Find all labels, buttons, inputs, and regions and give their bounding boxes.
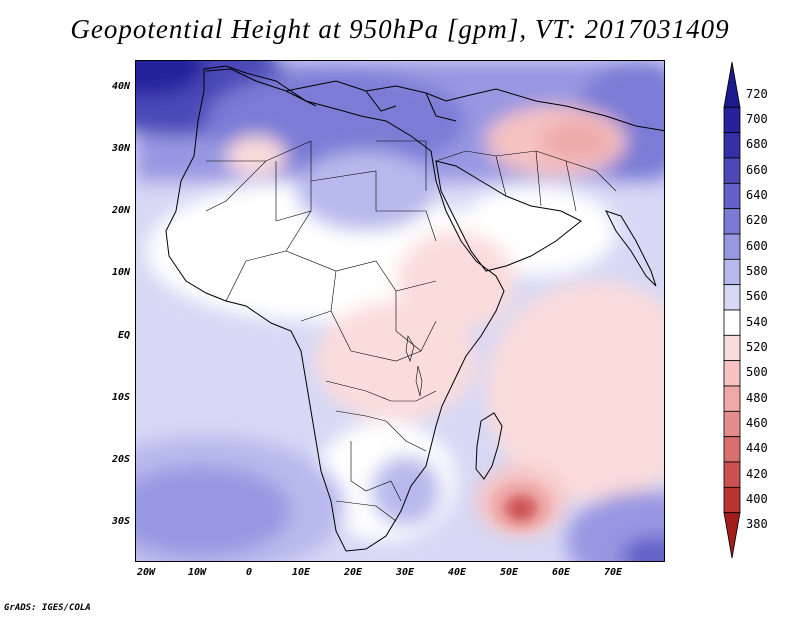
colorbar-label-540: 540 <box>746 314 768 329</box>
india-coastline <box>605 210 657 287</box>
height-field <box>136 61 664 561</box>
colorbar-label-640: 640 <box>746 188 768 202</box>
colorbar-cell-720 <box>723 61 741 108</box>
colorbar-label-420: 420 <box>746 466 768 481</box>
madagascar-coastline <box>475 412 503 480</box>
y-label-30n: 30N <box>111 143 130 154</box>
colorbar-label-660: 660 <box>746 162 768 177</box>
arabia-coastline <box>435 160 582 272</box>
y-label-20n: 20N <box>111 205 130 216</box>
colorbar-cell-580 <box>723 258 741 286</box>
map-panel <box>135 60 665 562</box>
colorbar <box>723 61 741 559</box>
x-label-50e: 50E <box>499 567 519 578</box>
colorbar-label-480: 480 <box>746 390 768 405</box>
colorbar-label-460: 460 <box>746 416 768 430</box>
colorbar-cell-440 <box>723 436 741 463</box>
x-label-40e: 40E <box>447 567 467 578</box>
x-label-70e: 70E <box>603 567 623 578</box>
coastlines <box>165 65 664 552</box>
colorbar-cell-420 <box>723 461 741 488</box>
colorbar-cell-380 <box>723 512 741 559</box>
lakes <box>405 335 423 397</box>
field-iran-core <box>541 121 611 161</box>
x-label-20w: 20W <box>136 567 156 578</box>
colorbar-label-580: 580 <box>746 264 768 278</box>
colorbar-cell-500 <box>723 360 741 387</box>
colorbar-cell-540 <box>723 309 741 336</box>
x-label-0: 0 <box>245 567 253 578</box>
colorbar-label-620: 620 <box>746 213 768 228</box>
colorbar-label-500: 500 <box>746 365 768 380</box>
x-label-20e: 20E <box>343 567 363 578</box>
colorbar-cell-640 <box>723 182 741 210</box>
middle-east-borders <box>435 150 617 212</box>
colorbar-label-520: 520 <box>746 340 768 354</box>
colorbar-cell-400 <box>723 486 741 514</box>
colorbar-cell-520 <box>723 334 741 362</box>
colorbar-cell-600 <box>723 233 741 260</box>
y-label-10n: 10N <box>111 267 130 278</box>
colorbar-cell-660 <box>723 157 741 184</box>
low-core <box>491 481 551 531</box>
colorbar-label-380: 380 <box>746 517 768 532</box>
colorbar-cell-680 <box>723 132 741 159</box>
africa-coastline <box>165 65 505 552</box>
map-svg <box>136 61 664 561</box>
y-label-40n: 40N <box>111 81 130 92</box>
y-label-30s: 30S <box>111 516 130 527</box>
field-kalahari-blue <box>371 456 441 526</box>
y-label-10s: 10S <box>111 392 130 403</box>
border-lines-south <box>325 380 437 522</box>
colorbar-label-400: 400 <box>746 492 768 506</box>
chart-title: Geopotential Height at 950hPa [gpm], VT:… <box>70 14 730 44</box>
field-low-center <box>513 502 529 516</box>
colorbar-cells <box>723 61 741 559</box>
colorbar-cell-620 <box>723 208 741 235</box>
mediterranean-shores <box>285 90 457 122</box>
field-se-core <box>621 536 664 561</box>
country-borders <box>205 140 617 522</box>
x-label-60e: 60E <box>551 567 571 578</box>
credit-text: GrADS: IGES/COLA <box>4 603 91 613</box>
field-nw-pink <box>226 136 286 176</box>
border-lines-central <box>225 210 437 362</box>
colorbar-cell-480 <box>723 385 741 412</box>
field-atlantic-core <box>136 466 291 556</box>
colorbar-cell-700 <box>723 106 741 134</box>
colorbar-cell-460 <box>723 410 741 438</box>
x-label-30e: 30E <box>395 567 415 578</box>
colorbar-label-720: 720 <box>746 86 768 101</box>
colorbar-label-600: 600 <box>746 238 768 253</box>
y-label-eq: EQ <box>117 330 130 341</box>
colorbar-label-700: 700 <box>746 112 768 126</box>
colorbar-cell-560 <box>723 284 741 311</box>
field-indian-ocean <box>486 281 664 501</box>
field-nw-core <box>136 61 206 96</box>
y-label-20s: 20S <box>111 454 130 465</box>
colorbar-label-560: 560 <box>746 289 768 304</box>
colorbar-label-440: 440 <box>746 441 768 456</box>
colorbar-label-680: 680 <box>746 137 768 152</box>
x-label-10w: 10W <box>187 567 207 578</box>
field-libya-high <box>296 151 436 231</box>
x-label-10e: 10E <box>291 567 311 578</box>
